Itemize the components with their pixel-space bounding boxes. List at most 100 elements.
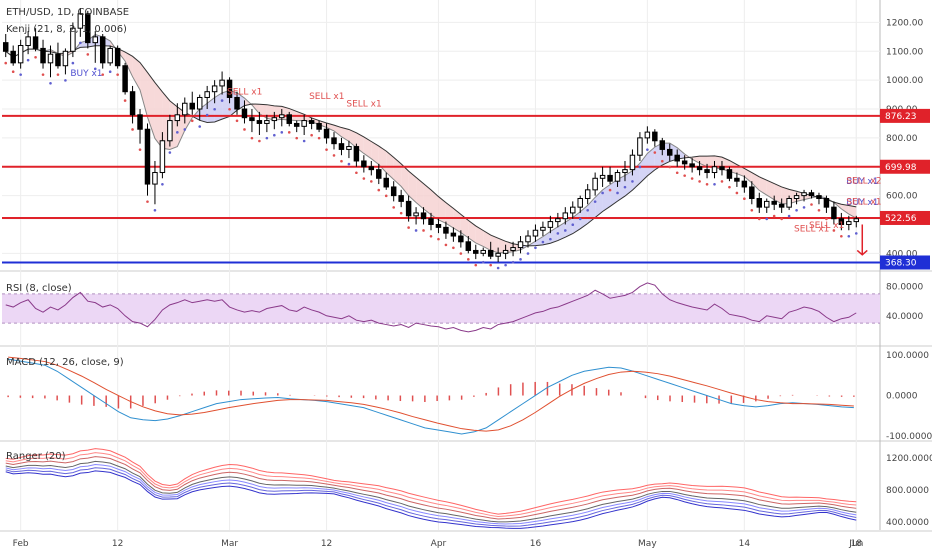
signal-dot (176, 131, 179, 134)
candle-body (189, 102, 195, 110)
signal-dot (750, 208, 754, 212)
cloud-segment (393, 157, 402, 187)
signal-dot (273, 133, 276, 137)
signal-dot (108, 70, 112, 74)
cloud-segment (431, 189, 439, 220)
ranger-tick-label: 800.0000 (886, 486, 929, 496)
macd-panel (7, 356, 855, 435)
signal-dot (56, 73, 60, 76)
signal-dot (317, 136, 321, 140)
cloud-segment (602, 184, 611, 212)
candle-body (316, 122, 322, 130)
candle-body (487, 249, 494, 257)
rsi-line (5, 282, 857, 333)
x-tick-label: Apr (431, 539, 447, 549)
candle-body (778, 203, 785, 208)
signal-dot (131, 128, 134, 131)
signal-dot (728, 185, 731, 189)
candle-body (353, 146, 360, 162)
candle-body (159, 140, 166, 174)
signal-dot (638, 165, 642, 169)
signal-dot (93, 67, 97, 71)
down-arrow-head (856, 249, 868, 256)
candle-body (167, 120, 173, 142)
signal-dot (347, 162, 351, 166)
macd-tick-label: -100.0000 (886, 432, 932, 442)
candle-body (465, 241, 472, 251)
candle-body (637, 137, 643, 156)
signal-line (8, 356, 854, 432)
candle-body (592, 177, 598, 191)
macd-label: MACD (12, 26, close, 9) (6, 357, 124, 368)
cloud-segment (416, 177, 424, 209)
signal-dot (355, 171, 358, 175)
cloud-segment (759, 176, 767, 196)
candle-body (816, 195, 822, 199)
signal-dot (467, 258, 470, 261)
signal-dot (563, 229, 567, 232)
rsi-tick-label: 40.0000 (886, 312, 923, 322)
candle-body (301, 120, 307, 127)
signal-dot (123, 99, 127, 102)
candle-body (122, 65, 128, 93)
signal-label: SELL x1 (794, 224, 829, 234)
candle-body (838, 218, 845, 225)
cloud-segment (453, 208, 461, 233)
candle-body (495, 252, 501, 257)
ranger-panel (5, 448, 857, 529)
candle-body (293, 122, 300, 127)
candle-body (435, 223, 442, 228)
signal-dot (153, 208, 157, 212)
signal-dot (720, 180, 724, 183)
chart-title: ETH/USD, 1D, COINBASE (6, 7, 129, 18)
candle-body (25, 36, 31, 47)
candle-body (129, 91, 136, 116)
signal-dot (302, 139, 306, 143)
cloud-segment (475, 225, 484, 247)
candle-body (398, 195, 404, 202)
rsi-label: RSI (8, close) (6, 283, 72, 294)
signal-dot (64, 79, 67, 82)
candle-body (629, 154, 636, 171)
macd-tick-label: 0.0000 (886, 392, 918, 402)
signal-label: BUY x1 (70, 69, 102, 79)
candle-body (241, 108, 248, 119)
signal-dot (280, 131, 284, 134)
signal-label: SELL x1 (309, 92, 344, 102)
signal-dot (608, 188, 612, 192)
candle-body (331, 137, 337, 145)
candle-body (786, 198, 792, 208)
candle-body (764, 200, 770, 208)
signal-dot (772, 214, 776, 218)
ranger-band-line (5, 460, 857, 523)
signal-dot (399, 211, 403, 215)
cloud-segment (751, 172, 760, 191)
candle-body (55, 53, 61, 67)
cloud-segment (371, 141, 379, 165)
candle-body (428, 218, 434, 225)
cloud-segment (334, 125, 342, 137)
candle-body (801, 192, 807, 197)
candle-body (413, 212, 419, 217)
signal-dot (653, 151, 657, 154)
cloud-segment (468, 220, 476, 243)
cloud-segment (647, 147, 655, 176)
candle-body (458, 235, 464, 243)
signal-dot (526, 252, 530, 255)
signal-dot (392, 206, 395, 209)
candle-body (2, 42, 9, 52)
signal-dot (705, 182, 709, 186)
candle-body (696, 166, 703, 171)
macd-tick-label: 100.0000 (886, 351, 929, 361)
candle-body (793, 195, 800, 199)
signal-label: SELL x2 (846, 176, 881, 186)
signal-dot (183, 128, 187, 131)
candle-body (77, 13, 84, 29)
candle-body (644, 131, 651, 139)
cloud-segment (624, 170, 633, 197)
signal-dot (161, 182, 164, 186)
cloud-segment (460, 214, 469, 238)
candle-body (204, 91, 210, 98)
